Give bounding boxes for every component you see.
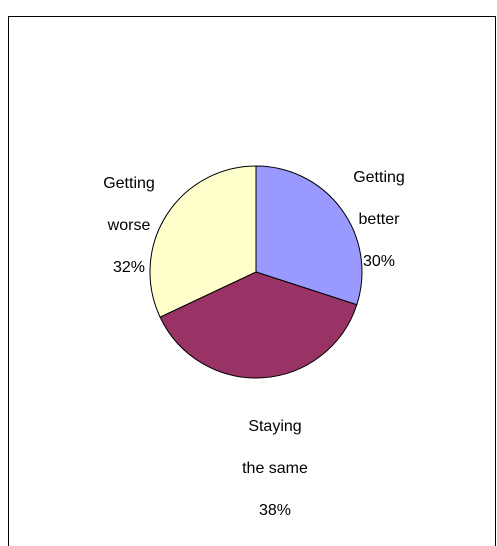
label-getting-better: Getting better 30% <box>334 146 424 293</box>
chart-frame <box>8 16 496 546</box>
label-getting-better-line1: Getting <box>353 169 405 186</box>
pie-slice-getting-better <box>255 165 363 306</box>
label-getting-better-line2: better <box>358 211 400 228</box>
label-staying-same-value: 38% <box>258 502 292 519</box>
label-getting-worse-value: 32% <box>112 259 146 276</box>
label-getting-worse: Getting worse 32% <box>84 152 174 299</box>
pie-slice-staying-the-same <box>159 271 358 379</box>
label-staying-same-line2: the same <box>242 460 308 477</box>
label-staying-same-line1: Staying <box>248 418 302 435</box>
label-getting-better-value: 30% <box>362 253 396 270</box>
pie-slice-getting-worse <box>149 165 257 318</box>
label-getting-worse-line1: Getting <box>103 175 155 192</box>
label-getting-worse-line2: worse <box>107 217 151 234</box>
label-staying-same: Staying the same 38% <box>225 395 325 542</box>
